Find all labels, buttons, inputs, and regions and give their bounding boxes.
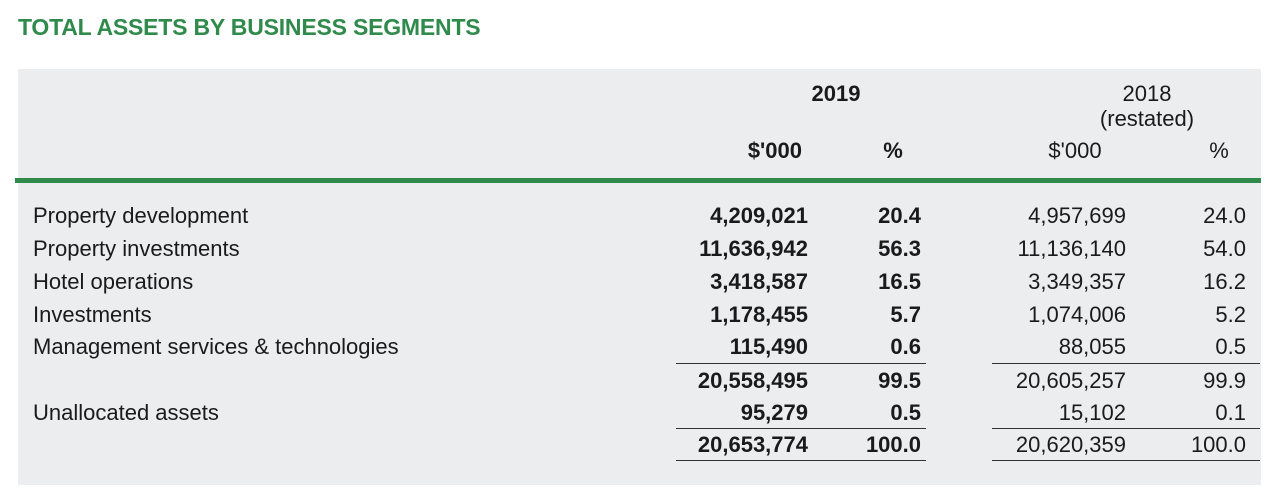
pct-2018: 16.2 — [1203, 269, 1246, 294]
value-2018: 88,055 — [1058, 334, 1126, 359]
total-pct-2019: 100.0 — [865, 432, 921, 457]
col-2018-amount-header: $'000 — [1048, 138, 1102, 163]
row-label: Property development — [33, 203, 249, 228]
col-2019-pct-header: % — [883, 138, 903, 163]
col-2019-amount-header: $'000 — [747, 138, 802, 163]
unallocated-label: Unallocated assets — [33, 400, 219, 425]
subtotal-pct-2018: 99.9 — [1203, 368, 1246, 393]
subtotal-rule-2018 — [992, 363, 1260, 364]
unallocated-pct-2019: 0.5 — [890, 400, 921, 425]
pct-2018: 0.5 — [1215, 334, 1246, 359]
pct-2019: 5.7 — [890, 302, 921, 327]
pct-2018: 24.0 — [1203, 203, 1246, 228]
value-2019: 11,636,942 — [699, 236, 808, 261]
total-rule-2018 — [992, 428, 1260, 429]
pct-2018: 54.0 — [1203, 236, 1246, 261]
bottom-rule-2019 — [676, 460, 926, 461]
restated-note: (restated) — [1099, 106, 1195, 131]
unallocated-pct-2018: 0.1 — [1215, 400, 1246, 425]
bottom-rule-2018 — [992, 460, 1260, 461]
row-label: Management services & technologies — [33, 334, 399, 359]
value-2018: 1,074,006 — [1028, 302, 1126, 327]
pct-2019: 16.5 — [878, 269, 921, 294]
row-label: Investments — [33, 302, 152, 327]
subtotal-value-2018: 20,605,257 — [1015, 368, 1126, 393]
total-rule-2019 — [676, 428, 926, 429]
subtotal-rule-2019 — [676, 363, 926, 364]
row-label: Property investments — [33, 236, 240, 261]
col-2018-pct-header: % — [1209, 138, 1229, 163]
total-pct-2018: 100.0 — [1190, 432, 1246, 457]
total-value-2018: 20,620,359 — [1015, 432, 1126, 457]
value-2019: 1,178,455 — [710, 302, 808, 327]
unallocated-value-2018: 15,102 — [1058, 400, 1126, 425]
value-2019: 3,418,587 — [710, 269, 808, 294]
subtotal-value-2019: 20,558,495 — [697, 368, 808, 393]
year-2018-header: 2018 — [1122, 81, 1172, 106]
subtotal-pct-2019: 99.5 — [878, 368, 921, 393]
row-label: Hotel operations — [33, 269, 194, 294]
pct-2018: 5.2 — [1215, 302, 1246, 327]
unallocated-value-2019: 95,279 — [740, 400, 808, 425]
pct-2019: 20.4 — [878, 203, 921, 228]
table-panel — [18, 69, 1261, 485]
page-title: TOTAL ASSETS BY BUSINESS SEGMENTS — [18, 14, 481, 40]
value-2018: 11,136,140 — [1017, 236, 1126, 261]
total-value-2019: 20,653,774 — [697, 432, 808, 457]
value-2019: 115,490 — [729, 334, 808, 359]
pct-2019: 56.3 — [878, 236, 921, 261]
value-2018: 3,349,357 — [1028, 269, 1126, 294]
header-rule — [15, 178, 1261, 183]
value-2018: 4,957,699 — [1028, 203, 1126, 228]
pct-2019: 0.6 — [890, 334, 921, 359]
value-2019: 4,209,021 — [710, 203, 808, 228]
year-2019-header: 2019 — [811, 81, 861, 106]
